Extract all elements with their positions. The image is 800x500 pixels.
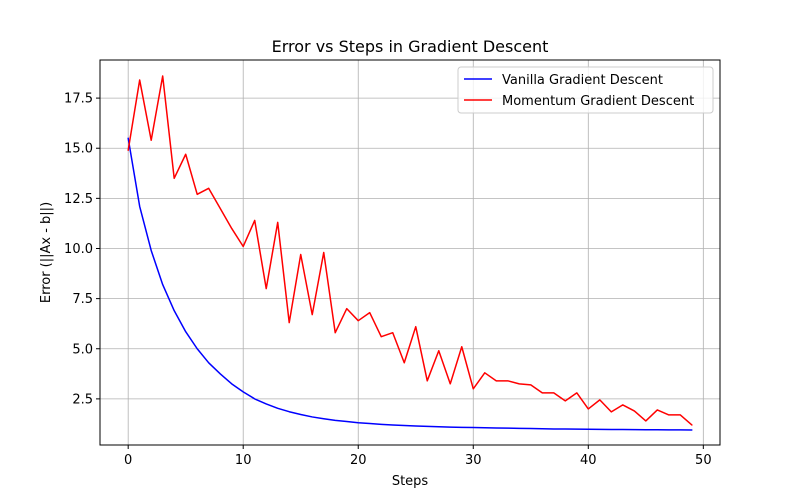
y-tick-label: 2.5 <box>72 392 93 407</box>
y-axis-label: Error (||Ax - b||) <box>39 202 54 303</box>
x-tick-label: 30 <box>465 453 482 468</box>
grid-lines <box>100 60 720 445</box>
x-tick-label: 40 <box>580 453 597 468</box>
plot-area-frame <box>99 59 721 446</box>
legend-label-vanilla: Vanilla Gradient Descent <box>502 73 663 88</box>
legend: Vanilla Gradient Descent Momentum Gradie… <box>457 66 714 114</box>
series-line-momentum <box>127 75 693 426</box>
axis-ticks: 0 10 20 30 40 50 2.5 5.0 7.5 10.0 12.5 15.0 17.5 <box>64 92 712 468</box>
y-tick-label: 15.0 <box>64 142 93 157</box>
y-tick-label: 10.0 <box>64 242 93 257</box>
y-tick-label: 12.5 <box>64 192 93 207</box>
x-tick-label: 20 <box>350 453 367 468</box>
series-lines <box>127 75 693 431</box>
legend-box <box>457 66 714 114</box>
y-tick-label: 7.5 <box>72 292 93 307</box>
y-tick-label: 17.5 <box>64 92 93 107</box>
x-tick-label: 10 <box>235 453 252 468</box>
x-tick-label: 50 <box>695 453 712 468</box>
legend-label-momentum: Momentum Gradient Descent <box>502 94 694 109</box>
chart-title: Error vs Steps in Gradient Descent <box>272 37 549 56</box>
x-axis-label: Steps <box>392 474 429 489</box>
x-tick-label: 0 <box>124 453 132 468</box>
y-tick-label: 5.0 <box>72 342 93 357</box>
series-line-vanilla <box>127 137 693 431</box>
